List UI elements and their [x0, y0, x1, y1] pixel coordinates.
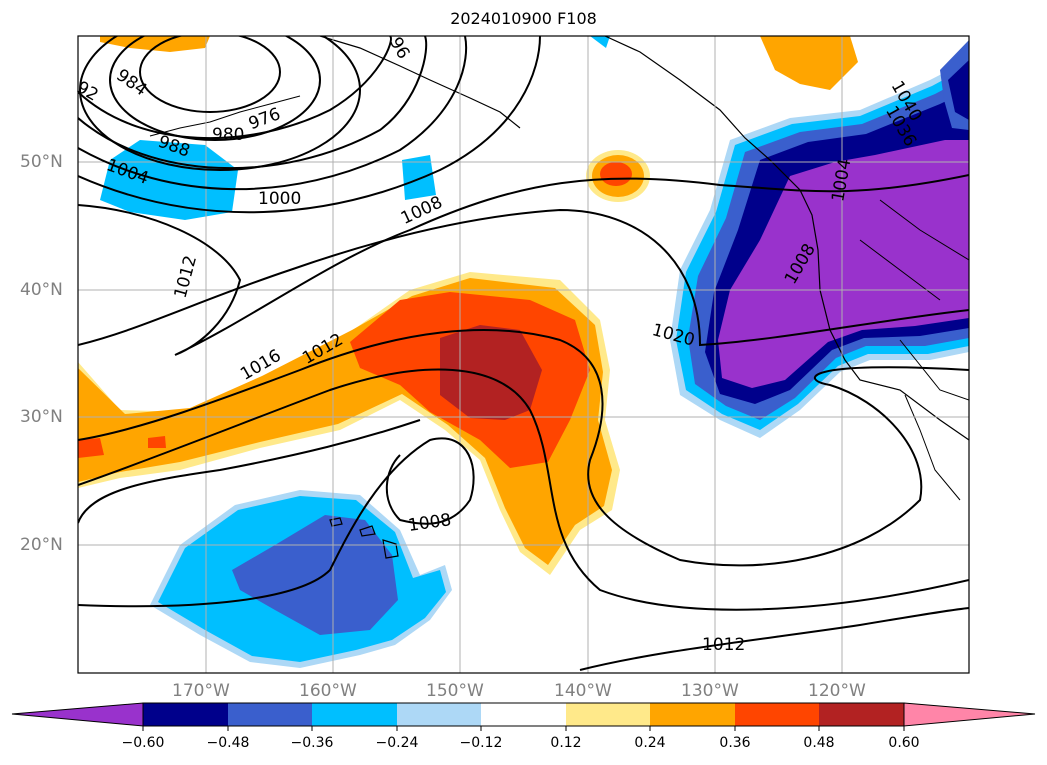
colorbar-bin	[397, 703, 481, 726]
colorbar-tick-label: 0.60	[888, 735, 920, 751]
colorbar-bin	[312, 703, 397, 726]
lon-label: 150°W	[426, 681, 484, 701]
colorbar-tick-label: 0.12	[550, 735, 582, 751]
colorbar-extend-low	[11, 702, 144, 727]
lat-label: 30°N	[20, 407, 63, 427]
colorbar-bin	[228, 703, 312, 726]
contour-labels: 984 980 976 988 1004 1000 1008 1012 1016…	[73, 34, 926, 655]
colorbar-extend-high	[903, 702, 1036, 727]
colorbar-tick-label: −0.12	[459, 735, 503, 751]
colorbar-bin	[143, 703, 228, 726]
lon-label: 140°W	[554, 681, 612, 701]
colorbar-tick-label: 0.24	[634, 735, 666, 751]
lat-label: 50°N	[20, 152, 63, 172]
graticule	[78, 36, 969, 673]
anomaly-positive-topright	[760, 36, 858, 90]
colorbar-bin	[650, 703, 735, 726]
lon-label: 130°W	[681, 681, 739, 701]
map-frame	[77, 35, 970, 674]
anomaly-negative-n	[402, 155, 436, 200]
lon-label: 160°W	[299, 681, 357, 701]
coastline	[319, 36, 969, 441]
contour-label: 1000	[258, 189, 301, 209]
lat-label: 20°N	[20, 535, 63, 555]
contour-label: 1012	[702, 635, 745, 655]
colorbar-tick-label: −0.36	[290, 735, 334, 751]
colorbar-bin	[481, 703, 566, 726]
colorbar-tick-label: 0.36	[719, 735, 751, 751]
colorbar	[11, 702, 1036, 731]
anomaly-positive-topleft	[100, 36, 210, 52]
colorbar-bin	[819, 703, 904, 726]
lon-label: 170°W	[172, 681, 230, 701]
map-title: 2024010900 F108	[450, 9, 597, 28]
shaded-field	[78, 36, 969, 673]
isobars	[78, 36, 969, 671]
colorbar-tick-label: −0.48	[206, 735, 250, 751]
colorbar-tick-label: 0.48	[803, 735, 835, 751]
contour-label: 980	[212, 125, 244, 145]
anomaly-negative-nw	[100, 140, 238, 220]
colorbar-bin	[566, 703, 650, 726]
lat-label: 40°N	[20, 280, 63, 300]
colorbar-bin	[735, 703, 819, 726]
colorbar-tick-label: −0.24	[375, 735, 419, 751]
colorbar-tick-label: −0.60	[121, 735, 165, 751]
lon-label: 120°W	[808, 681, 866, 701]
